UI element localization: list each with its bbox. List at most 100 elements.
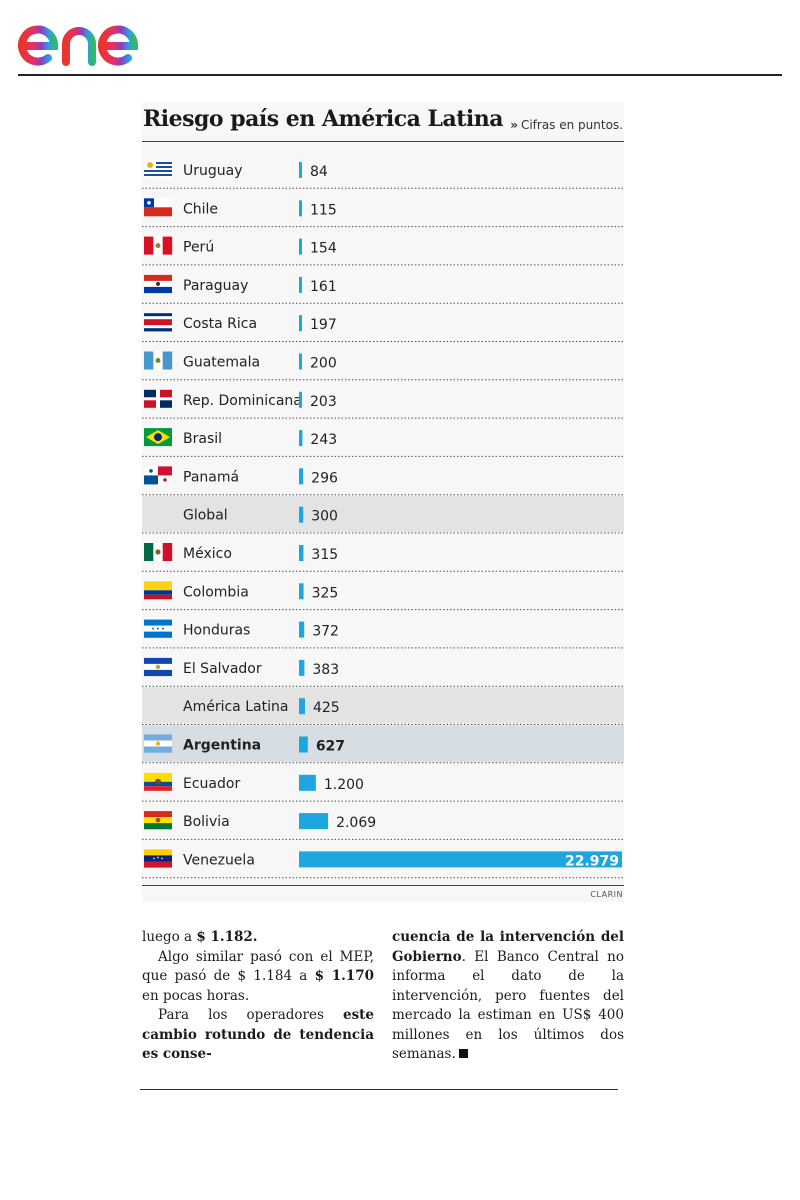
dominican-republic-flag-icon <box>144 389 172 408</box>
bar <box>299 851 622 868</box>
paraguay-flag-icon <box>144 274 172 294</box>
bar <box>299 468 304 485</box>
bar <box>299 353 302 370</box>
header-divider <box>18 74 782 76</box>
highlight-row <box>142 687 624 724</box>
article-bold-text: este cambio rotundo de tendencia es cons… <box>142 1007 374 1062</box>
venezuela-flag-icon <box>144 849 172 868</box>
category-label: Costa Rica <box>183 316 257 332</box>
bar <box>299 583 304 600</box>
article-text: luego a <box>142 929 197 945</box>
category-label: Panamá <box>183 469 239 485</box>
category-label: Colombia <box>183 584 249 600</box>
bar <box>299 276 302 293</box>
category-label: Venezuela <box>183 852 255 868</box>
value-label: 200 <box>310 356 337 372</box>
bolivia-flag-icon <box>144 811 172 830</box>
category-label: Paraguay <box>183 278 248 294</box>
bar <box>299 238 302 255</box>
bar <box>299 698 305 715</box>
value-label: 325 <box>312 585 339 601</box>
chart-bottom-divider <box>142 885 624 886</box>
article-paragraph: Para los operadores este cambio rotundo … <box>142 1006 374 1065</box>
bar <box>299 621 305 638</box>
category-label: América Latina <box>183 699 288 715</box>
value-label: 300 <box>311 509 338 525</box>
mexico-flag-icon <box>144 543 173 561</box>
costa-rica-flag-icon <box>144 313 172 332</box>
value-label: 425 <box>313 700 340 716</box>
value-label: 154 <box>310 241 337 257</box>
category-label: Brasil <box>183 431 222 447</box>
bar <box>299 391 302 408</box>
category-label: Uruguay <box>183 163 243 179</box>
bar <box>299 506 304 523</box>
category-label: Bolivia <box>183 814 230 830</box>
value-label: 315 <box>311 547 338 563</box>
chart-source: CLARIN <box>590 890 623 899</box>
article-paragraph: cuencia de la intervención del Gobierno.… <box>392 928 624 1065</box>
brazil-flag-icon <box>144 428 172 447</box>
title-divider <box>142 141 624 142</box>
argentina-flag-icon <box>144 734 172 753</box>
category-label: Global <box>183 508 228 524</box>
peru-flag-icon <box>144 236 173 255</box>
el-salvador-flag-icon <box>144 657 172 677</box>
highlight-row <box>142 495 624 532</box>
value-label: 1.200 <box>324 777 364 793</box>
category-label: Rep. Dominicana <box>183 393 302 409</box>
value-label: 84 <box>310 164 328 180</box>
value-label: 243 <box>310 432 337 448</box>
value-label: 203 <box>310 394 337 410</box>
category-label: Perú <box>183 240 214 256</box>
category-label: Ecuador <box>183 776 240 792</box>
category-label: Honduras <box>183 623 250 639</box>
colombia-flag-icon <box>144 581 172 600</box>
value-label: 627 <box>316 739 345 755</box>
value-label: 372 <box>312 624 339 640</box>
panama-flag-icon <box>144 466 172 485</box>
end-of-article-icon <box>458 1049 468 1058</box>
bar <box>299 200 302 217</box>
article-column-left: luego a $ 1.182. Algo similar pasó con e… <box>142 928 374 1065</box>
subtitle-text: Cifras en puntos. <box>520 118 623 132</box>
value-label: 197 <box>310 317 337 333</box>
bar <box>299 315 302 332</box>
category-label: Guatemala <box>183 355 260 371</box>
value-label: 115 <box>310 202 337 218</box>
article-text: . El Banco Central no informa el dato de… <box>392 948 624 1063</box>
article-bold-text: cuencia de la intervención del Gobierno <box>392 929 624 965</box>
value-label: 2.069 <box>336 815 376 831</box>
footer-divider <box>140 1089 618 1090</box>
article-paragraph: luego a $ 1.182. <box>142 928 374 948</box>
bar <box>299 774 316 791</box>
article-bold-text: $ 1.182. <box>196 929 258 945</box>
chart-title: Riesgo país en América Latina <box>143 106 504 132</box>
category-label: El Salvador <box>183 661 262 677</box>
value-label: 383 <box>312 662 339 678</box>
bar <box>299 736 308 753</box>
category-label: Argentina <box>183 738 261 754</box>
article-text: Algo similar pasó con el MEP, que pasó d… <box>142 948 374 985</box>
ecuador-flag-icon <box>144 772 172 791</box>
enel-logo <box>18 12 164 66</box>
article-paragraph: Algo similar pasó con el MEP, que pasó d… <box>142 948 374 1007</box>
subtitle-marker: » <box>510 118 518 132</box>
chart-subtitle: » Cifras en puntos. <box>510 118 623 132</box>
article-bold-text: $ 1.170 <box>314 968 374 984</box>
category-label: México <box>183 546 232 562</box>
article-text: Para los operadores <box>158 1007 343 1023</box>
bar <box>299 659 305 676</box>
uruguay-flag-icon <box>144 160 172 179</box>
chile-flag-icon <box>144 198 172 217</box>
article-text: en pocas horas. <box>142 987 250 1004</box>
category-label: Chile <box>183 201 218 217</box>
article-column-right: cuencia de la intervención del Gobierno.… <box>392 928 624 1065</box>
bar <box>299 430 303 447</box>
honduras-flag-icon <box>144 619 172 638</box>
value-label: 296 <box>311 470 338 486</box>
bar <box>299 813 329 830</box>
value-label: 22.979 <box>565 853 619 869</box>
guatemala-flag-icon <box>144 351 173 370</box>
value-label: 161 <box>310 279 337 295</box>
